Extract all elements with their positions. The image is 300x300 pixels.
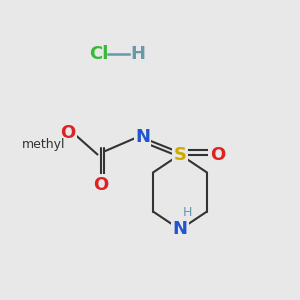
Text: H: H	[130, 45, 146, 63]
Text: O: O	[210, 146, 225, 164]
Text: O: O	[60, 124, 75, 142]
Text: S: S	[173, 146, 187, 164]
Text: Cl: Cl	[89, 45, 109, 63]
Text: methyl: methyl	[22, 138, 65, 151]
Text: N: N	[135, 128, 150, 146]
Text: O: O	[93, 176, 108, 194]
Text: N: N	[172, 220, 188, 238]
Text: H: H	[183, 206, 192, 220]
